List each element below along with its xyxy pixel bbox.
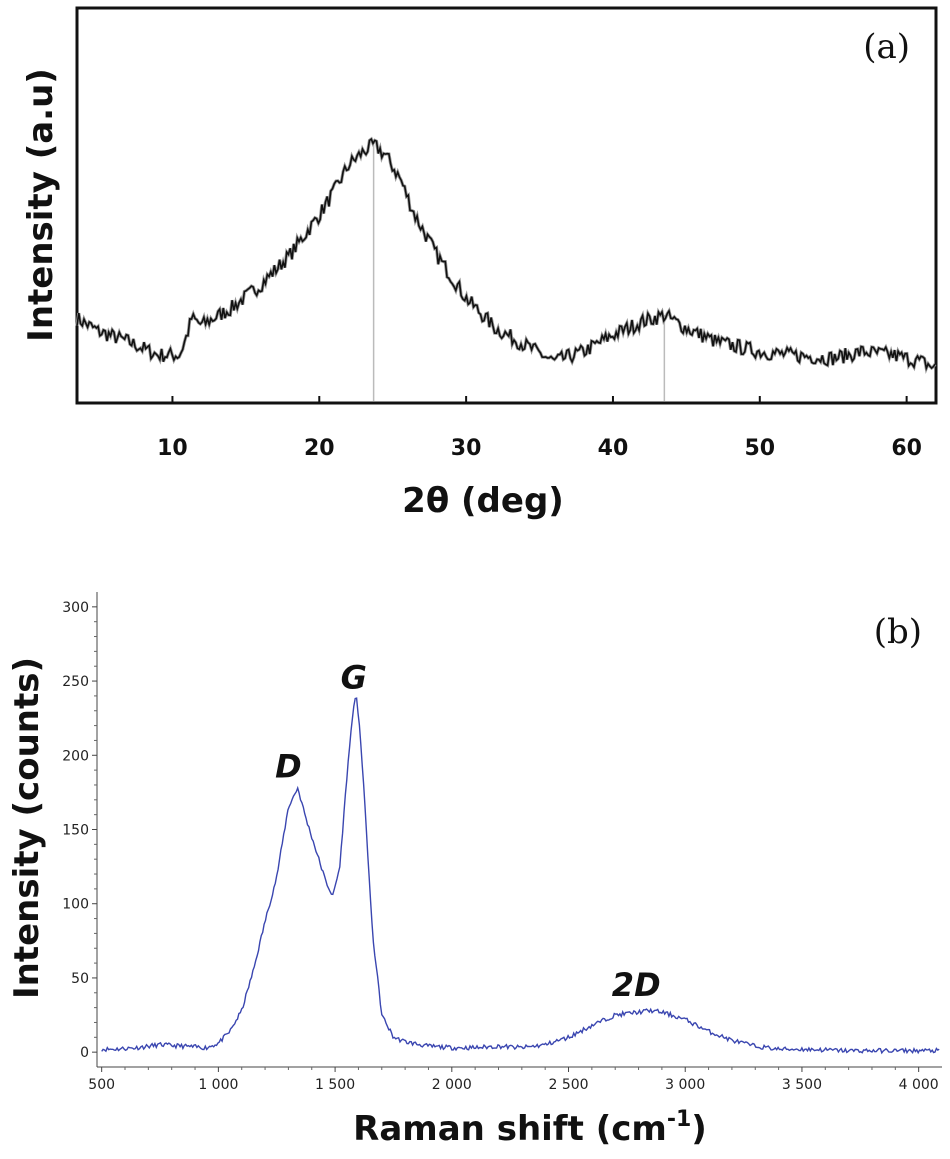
x-tick-label: 1 000	[198, 1077, 238, 1093]
y-axis-label: Intensity (a.u)	[21, 68, 61, 342]
x-axis-label: Raman shift (cm-1)	[353, 1107, 707, 1149]
x-tick-label: 50	[744, 436, 775, 461]
x-axis-label-main: Raman shift (cm	[353, 1109, 667, 1149]
peak-label: D	[275, 748, 302, 786]
y-tick-label: 100	[62, 897, 89, 913]
panel-label: (b)	[874, 612, 922, 652]
y-tick-label: 50	[71, 971, 89, 987]
x-tick-label: 500	[88, 1077, 115, 1093]
plot-frame	[75, 6, 938, 405]
y-tick-label: 300	[62, 600, 89, 616]
peak-label: 2D	[612, 966, 661, 1004]
panel-label: (a)	[863, 27, 910, 67]
x-axis-label-sup: -1	[667, 1107, 691, 1132]
x-tick-label: 60	[891, 436, 922, 461]
y-tick-label: 250	[62, 674, 89, 690]
y-tick-label: 0	[80, 1045, 89, 1061]
x-tick-label: 10	[157, 436, 188, 461]
x-axis-label: 2θ (deg)	[402, 481, 564, 521]
y-axis-label: Intensity (counts)	[7, 657, 47, 999]
x-tick-label: 2 500	[548, 1077, 588, 1093]
raman-series-line	[101, 697, 940, 1055]
y-tick-label: 150	[62, 823, 89, 839]
y-tick-label: 200	[62, 748, 89, 764]
x-tick-label: 1 500	[315, 1077, 355, 1093]
x-tick-label: 3 000	[665, 1077, 705, 1093]
xrd-panel: 10 20 30 40 50 60 (a) 2θ (deg) Intensity (a.u…	[21, 6, 938, 521]
raman-panel: 500 1 000 1 500 2 000 2 500 3 000 3 500 4 000 0 5…	[7, 592, 942, 1149]
x-tick-label: 4 000	[899, 1077, 939, 1093]
xrd-series-line	[76, 137, 936, 372]
x-axis-label-end: )	[691, 1109, 707, 1149]
x-tick-label: 20	[304, 436, 335, 461]
x-tick-label: 3 500	[782, 1077, 822, 1093]
x-tick-label: 2 000	[432, 1077, 472, 1093]
x-tick-label: 30	[451, 436, 482, 461]
x-tick-label: 40	[598, 436, 629, 461]
peak-label: G	[341, 658, 367, 696]
